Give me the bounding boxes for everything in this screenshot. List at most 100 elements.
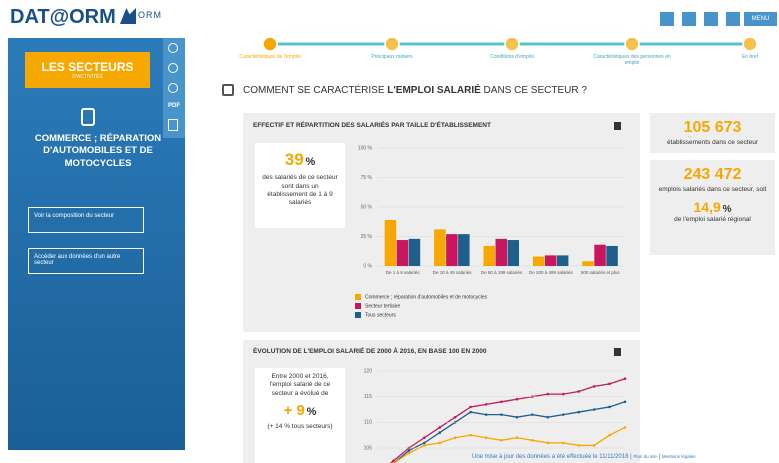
tool-icon[interactable]	[168, 43, 178, 53]
tool-icon[interactable]	[168, 83, 178, 93]
line-point	[423, 444, 426, 447]
step-label[interactable]: Caractéristiques des personnes en emploi	[593, 54, 671, 66]
composition-button[interactable]: Voir la composition du secteur	[28, 207, 144, 233]
line-point	[623, 426, 627, 429]
line	[392, 401, 626, 463]
line-point	[469, 410, 472, 414]
line-point	[515, 415, 519, 419]
x-tick-label: De 50 à 199 salariés	[481, 270, 523, 275]
bar	[446, 234, 458, 266]
legend-swatch	[355, 303, 361, 309]
line-point	[561, 441, 565, 445]
line-point	[453, 415, 457, 419]
stat-card: 243 472 emplois salariés dans ce secteur…	[650, 160, 775, 255]
mail-icon[interactable]	[726, 12, 740, 26]
highlight-unit: %	[306, 406, 317, 419]
bar	[532, 256, 545, 266]
button-label: Accéder aux données d'un autre secteur	[34, 254, 121, 266]
pdf-button[interactable]: PDF	[168, 103, 180, 109]
question-text: COMMENT SE CARACTÉRISE	[243, 85, 388, 96]
question-bold: L'EMPLOI SALARIÉ	[387, 85, 481, 96]
line-point	[438, 426, 442, 429]
step-label[interactable]: Principaux métiers	[371, 54, 413, 60]
bar	[582, 261, 594, 266]
line-point	[546, 392, 550, 396]
other-sector-button[interactable]: Accéder aux données d'un autre secteur	[28, 248, 144, 274]
line-point	[623, 400, 627, 404]
bar	[544, 255, 557, 266]
footer: Une mise à jour des données a été effect…	[472, 454, 696, 460]
sector-menu[interactable]: LES SECTEURS D'ACTIVITÉS	[25, 52, 150, 88]
bar	[396, 240, 409, 266]
footer-link[interactable]: Plan du site	[633, 454, 657, 459]
step-label[interactable]: Conditions d'emploi	[490, 54, 534, 60]
bar	[384, 219, 397, 266]
bar	[594, 244, 606, 266]
y-tick-label: 110	[364, 420, 372, 426]
question-icon	[222, 84, 234, 96]
update-note: Une mise à jour des données a été effect…	[472, 454, 629, 460]
step-dot[interactable]	[624, 36, 640, 52]
line-point	[500, 400, 503, 404]
y-tick-label: 75 %	[361, 175, 373, 181]
bar	[606, 245, 618, 266]
step-dot[interactable]	[384, 36, 400, 52]
sector-icon	[81, 108, 95, 126]
home-icon[interactable]	[660, 12, 674, 26]
line-point	[515, 436, 519, 440]
line-point	[561, 392, 565, 396]
export-icon[interactable]	[614, 122, 621, 130]
step-label[interactable]: En bref	[741, 54, 759, 60]
footer-link[interactable]: Mentions légales	[661, 454, 696, 459]
y-tick-label: 120	[364, 368, 373, 374]
legend-swatch	[355, 294, 361, 300]
line-point	[531, 439, 534, 442]
button-label: Voir la composition du secteur	[34, 213, 115, 219]
menu-button[interactable]: MENU	[744, 12, 777, 26]
line-point	[500, 439, 503, 442]
sector-name: COMMERCE ; RÉPARATION D'AUTOMOBILES ET D…	[34, 133, 162, 169]
bar	[556, 255, 569, 266]
y-tick-label: 50 %	[361, 204, 373, 210]
line-point	[592, 408, 596, 411]
y-tick-label: 100 %	[358, 145, 373, 151]
stat-unit: %	[722, 204, 732, 216]
step-label[interactable]: Caractéristiques de l'emploi	[239, 54, 301, 60]
line-point	[592, 385, 596, 388]
stat-label: de l'emploi salarié régional	[674, 216, 751, 224]
y-tick-label: 105	[364, 445, 373, 451]
line-point	[407, 449, 411, 452]
logo[interactable]: DAT@ORM	[10, 6, 116, 28]
legend-label: Secteur tertiaire	[365, 303, 401, 309]
highlight-note: (+ 14 % tous secteurs)	[267, 422, 333, 430]
line-point	[484, 436, 488, 440]
panel-title: ÉVOLUTION DE L'EMPLOI SALARIÉ DE 2000 À …	[253, 348, 487, 355]
highlight-box: Entre 2000 et 2016, l'emploi salarié de …	[255, 368, 345, 463]
tool-icon[interactable]	[168, 119, 178, 131]
stat-value: 105 673	[683, 119, 742, 136]
step-dot[interactable]	[262, 36, 278, 52]
step-dot[interactable]	[504, 36, 520, 52]
legend-swatch	[355, 312, 361, 318]
line-point	[469, 405, 472, 409]
tool-icon[interactable]	[168, 63, 178, 73]
step-dot[interactable]	[742, 36, 758, 52]
line-point	[453, 436, 457, 440]
search-icon[interactable]	[704, 12, 718, 26]
line-point	[577, 410, 580, 414]
x-tick-label: De 1 à 9 salariés	[386, 270, 421, 275]
x-tick-label: De 200 à 499 salariés	[529, 270, 574, 275]
grid-icon[interactable]	[682, 12, 696, 26]
highlight-box: 39 % des salariés de ce secteur sont dan…	[255, 143, 345, 228]
export-icon[interactable]	[614, 348, 621, 356]
stat-card: 105 673 établissements dans ce secteur	[650, 113, 775, 153]
legend-label: Commerce ; réparation d'automobiles et d…	[365, 294, 488, 300]
line-point	[484, 403, 488, 406]
stat-label: établissements dans ce secteur	[666, 138, 759, 146]
sector-menu-subtitle: D'ACTIVITÉS	[72, 74, 103, 80]
line-point	[577, 444, 580, 447]
bar	[408, 238, 421, 266]
bar	[458, 234, 470, 266]
question-text: DANS CE SECTEUR ?	[480, 85, 587, 96]
